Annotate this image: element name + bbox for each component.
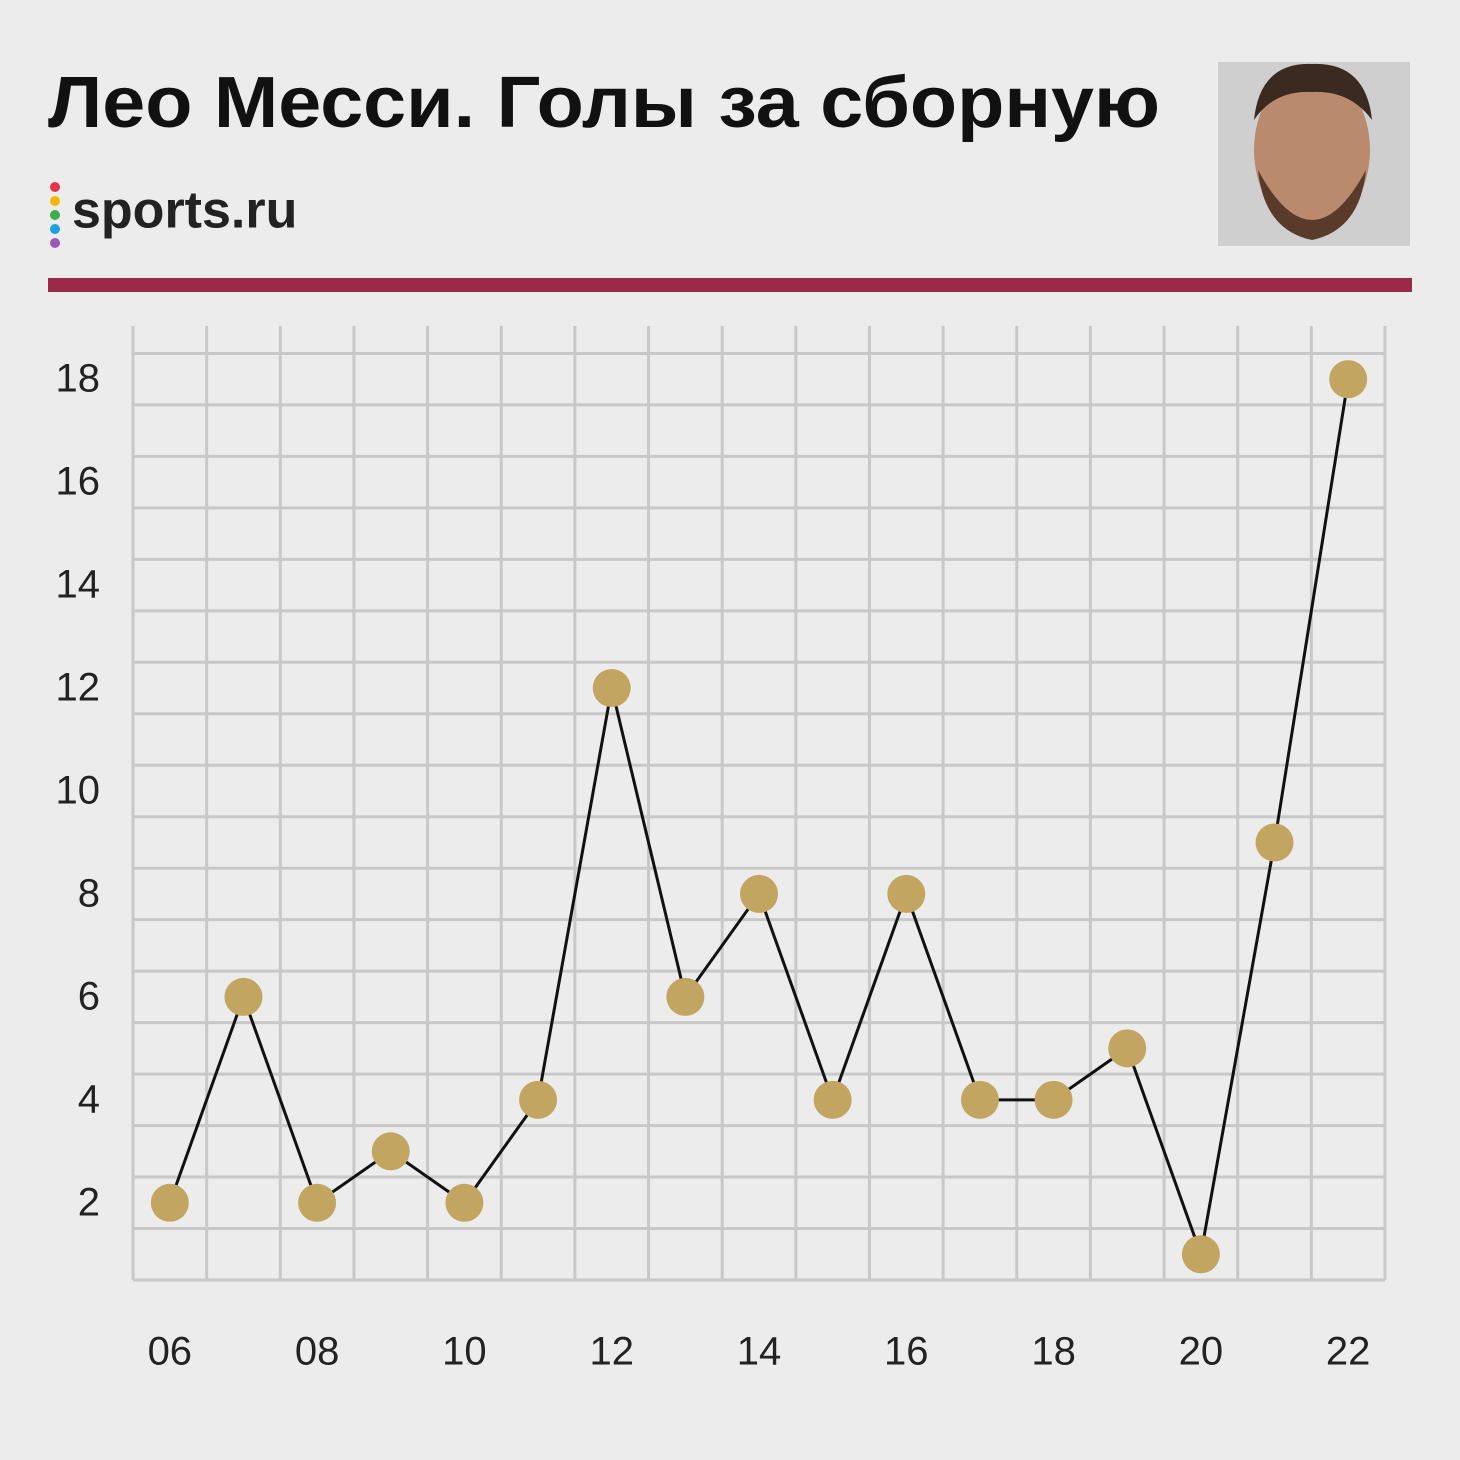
face — [1254, 70, 1370, 230]
point — [1108, 1029, 1147, 1068]
y-tick-label: 10 — [56, 769, 101, 813]
y-tick-label: 8 — [78, 871, 100, 915]
hair — [1254, 63, 1372, 120]
point — [224, 977, 263, 1016]
x-tick-label: 12 — [589, 1330, 634, 1374]
point — [960, 1080, 999, 1119]
x-tick-label: 10 — [442, 1330, 487, 1374]
point — [150, 1183, 189, 1222]
x-tick-label: 20 — [1179, 1330, 1224, 1374]
point — [887, 874, 926, 913]
point — [813, 1080, 852, 1119]
point — [445, 1183, 484, 1222]
brand: sports.ru — [72, 182, 297, 240]
logo-dot — [50, 196, 60, 206]
logo-dot — [50, 182, 60, 192]
point — [1255, 823, 1294, 862]
x-tick-label: 16 — [884, 1330, 929, 1374]
logo-dot — [50, 224, 60, 234]
y-tick-label: 16 — [56, 460, 101, 504]
point — [740, 874, 778, 913]
point — [298, 1183, 337, 1222]
point — [1181, 1235, 1220, 1274]
x-tick-label: 06 — [148, 1330, 193, 1374]
point — [519, 1080, 558, 1119]
point — [1034, 1080, 1073, 1119]
point — [1329, 360, 1368, 399]
brand-logo: sports.ru — [50, 182, 297, 248]
beard — [1258, 170, 1366, 240]
y-tick-label: 6 — [78, 974, 100, 1018]
x-tick-label: 18 — [1031, 1330, 1076, 1374]
y-tick-label: 12 — [56, 666, 101, 710]
divider — [48, 278, 1412, 292]
point — [371, 1132, 410, 1171]
photo — [1218, 62, 1410, 246]
x-tick-label: 22 — [1326, 1330, 1371, 1374]
y-tick-label: 18 — [56, 357, 101, 401]
x-tick-label: 14 — [737, 1330, 782, 1374]
chart-title: Лео Месси. Голы за сборную — [48, 63, 1160, 143]
y-tick-label: 2 — [78, 1180, 100, 1224]
point — [666, 977, 705, 1016]
y-tick-label: 14 — [56, 563, 101, 607]
y-tick-label: 4 — [78, 1077, 100, 1121]
logo-dot — [50, 238, 60, 248]
logo-dot — [50, 210, 60, 220]
point — [592, 669, 631, 708]
x-tick-label: 08 — [295, 1330, 340, 1374]
